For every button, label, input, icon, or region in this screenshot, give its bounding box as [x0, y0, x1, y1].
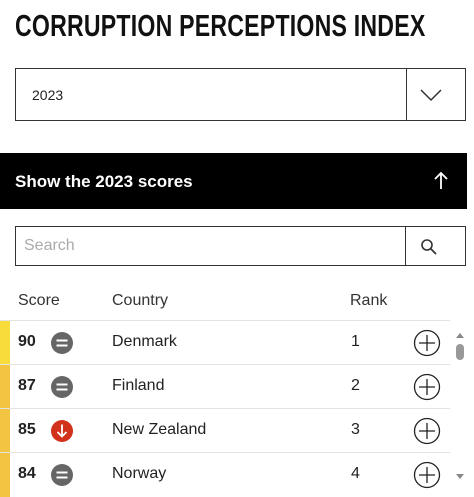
- page-title: CORRUPTION PERCEPTIONS INDEX: [15, 8, 426, 43]
- selected-year: 2023: [32, 87, 64, 103]
- toggle-label: Show the 2023 scores: [15, 172, 193, 191]
- rank: 3: [351, 421, 360, 438]
- column-header: Country: [112, 292, 169, 309]
- year-select[interactable]: 2023: [15, 68, 466, 121]
- table-row: 90 Denmark 1: [0, 320, 450, 365]
- rank: 1: [351, 333, 360, 350]
- trend-down: [51, 420, 73, 442]
- rank: 4: [351, 465, 360, 482]
- score-strip: [0, 453, 10, 497]
- table-row: 84 Norway 4: [0, 452, 450, 497]
- country: Norway: [112, 465, 167, 482]
- expand-button[interactable]: [413, 373, 441, 401]
- score: 87: [18, 377, 36, 394]
- country: Finland: [112, 377, 165, 394]
- expand-button[interactable]: [413, 461, 441, 489]
- score: 90: [18, 333, 36, 350]
- search-box[interactable]: Search: [15, 226, 466, 266]
- score-strip: [0, 321, 10, 365]
- table-row: 85 New Zealand 3: [0, 408, 450, 453]
- trend-same: [51, 464, 73, 486]
- score: 85: [18, 421, 36, 438]
- table-row: 87 Finland 2: [0, 364, 450, 409]
- column-header: Score: [18, 292, 60, 309]
- rank: 2: [351, 377, 360, 394]
- arrow-up: [434, 171, 448, 189]
- country: New Zealand: [112, 421, 207, 438]
- score-strip: [0, 365, 10, 409]
- expand-button[interactable]: [413, 417, 441, 445]
- trend-same: [51, 376, 73, 398]
- search-placeholder: Search: [24, 237, 75, 254]
- score: 84: [18, 465, 36, 482]
- divider: [405, 227, 406, 265]
- column-header: Rank: [350, 292, 388, 309]
- trend-same: [51, 332, 73, 354]
- scrollbar[interactable]: [453, 328, 467, 488]
- toggle-bar[interactable]: Show the 2023 scores: [0, 153, 467, 209]
- score-strip: [0, 409, 10, 453]
- country: Denmark: [112, 333, 177, 350]
- chevron-down: [420, 89, 442, 102]
- divider: [406, 69, 407, 120]
- search-icon[interactable]: [420, 238, 438, 256]
- expand-button[interactable]: [413, 329, 441, 357]
